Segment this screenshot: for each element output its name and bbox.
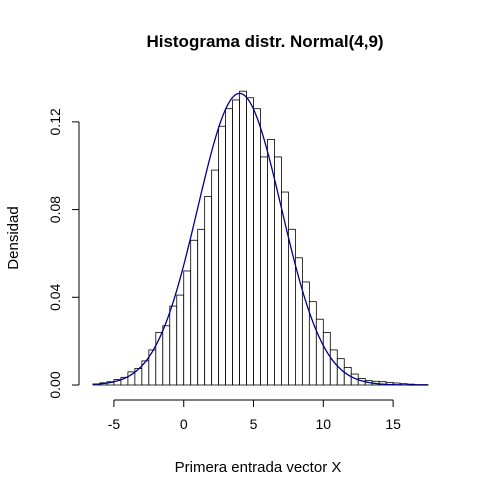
histogram-bar xyxy=(253,108,261,386)
histogram-bar xyxy=(301,281,310,386)
histogram-bar xyxy=(232,99,240,386)
x-tick-label: 15 xyxy=(385,416,401,432)
histogram-bar xyxy=(218,125,227,386)
histogram-bar xyxy=(176,294,185,386)
y-tick-label: 0.12 xyxy=(47,108,63,135)
y-tick-label: 0.08 xyxy=(47,196,63,223)
y-axis: 0.00 0.04 0.08 0.12 xyxy=(47,108,80,399)
histogram-bar xyxy=(246,97,254,386)
histogram-bar xyxy=(127,371,136,386)
normal-density-curve xyxy=(92,92,428,386)
histogram-bar xyxy=(225,108,233,386)
x-tick-label: 10 xyxy=(316,416,332,432)
histogram-bar xyxy=(315,318,324,386)
histogram-bars xyxy=(92,90,429,386)
histogram-bar xyxy=(190,239,199,386)
histogram-bar xyxy=(239,90,247,386)
y-tick-label: 0.00 xyxy=(47,371,63,398)
chart-title: Histograma distr. Normal(4,9) xyxy=(146,32,383,51)
histogram-bar xyxy=(260,156,268,386)
x-axis: -5 0 5 10 15 xyxy=(108,399,401,432)
histogram-bar xyxy=(169,305,178,386)
histogram-bar xyxy=(197,228,206,386)
histogram-bar xyxy=(322,331,331,386)
histogram-bar xyxy=(329,349,338,386)
x-tick-label: -5 xyxy=(108,416,121,432)
histogram-bar xyxy=(204,196,213,386)
y-tick-label: 0.04 xyxy=(47,283,63,310)
histogram-bar xyxy=(155,331,164,386)
x-tick-label: 5 xyxy=(250,416,258,432)
x-tick-label: 0 xyxy=(180,416,188,432)
y-axis-title: Densidad xyxy=(5,206,22,269)
x-axis-title: Primera entrada vector X xyxy=(175,459,342,476)
histogram-bar xyxy=(183,270,192,386)
histogram-bar xyxy=(211,169,220,386)
histogram-bar xyxy=(162,325,171,386)
